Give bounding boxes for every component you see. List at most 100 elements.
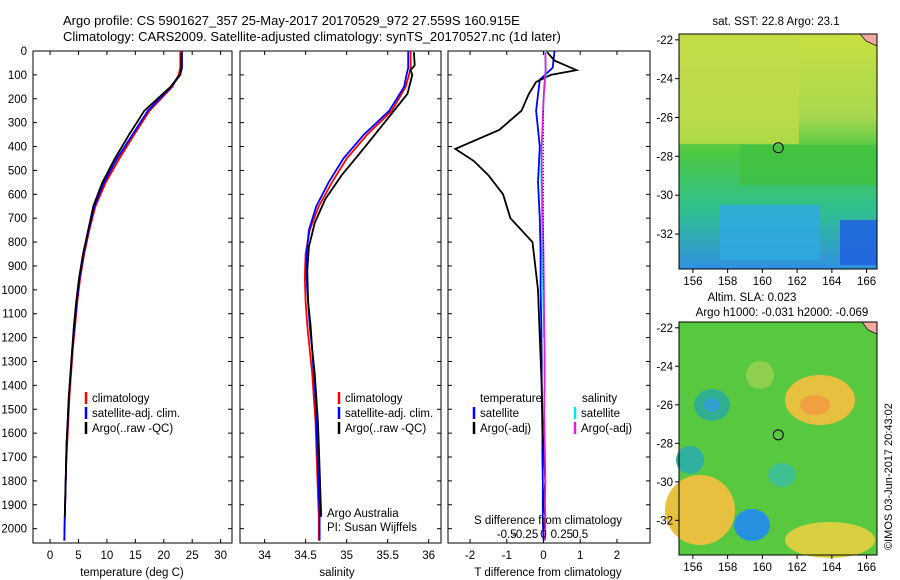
depth-tick-label: 500 — [8, 165, 27, 177]
x-tick-label: 0 — [540, 550, 546, 562]
map-y-tick-label: -28 — [656, 151, 673, 163]
series-line — [540, 52, 547, 541]
depth-tick-label: 900 — [8, 261, 27, 273]
salinity-panel-frame — [239, 50, 442, 544]
map-y-tick-label: -24 — [656, 361, 673, 373]
x-tick-label: -1 — [502, 550, 512, 562]
argo-position-marker-icon — [772, 142, 784, 154]
series-line — [63, 52, 183, 517]
depth-tick-label: 600 — [8, 189, 27, 201]
legend-label-t-satellite: satellite — [480, 408, 519, 420]
temperature-plot: 0 5 10 15 20 25 30 — [47, 51, 227, 562]
x-tick-label: 2 — [614, 550, 620, 562]
watermark: ©IMOS 03-Jun-2017 20:43:02 — [883, 403, 895, 550]
map-x-tick-label: 156 — [683, 562, 702, 574]
s-tick-label: 0.5 — [572, 529, 588, 541]
depth-tick-label: 1700 — [1, 452, 27, 464]
salinity-legend: climatology satellite-adj. clim. Argo(..… — [327, 392, 433, 534]
map-x-tick-label: 158 — [718, 276, 737, 288]
sst-map-title: sat. SST: 22.8 Argo: 23.1 — [712, 16, 839, 28]
x-tick-label: 34 — [258, 550, 271, 562]
temperature-legend: climatology satellite-adj. clim. Argo(..… — [84, 392, 180, 435]
depth-tick-label: 400 — [8, 142, 27, 154]
map-y-tick-label: -22 — [656, 323, 673, 335]
x-tick-label: 35.5 — [376, 550, 398, 562]
legend-label-argo: Argo(..raw -QC) — [345, 423, 426, 435]
sla-map-frame — [678, 321, 878, 556]
sla-map-axes: 156 158 160 162 164 166 -22 -24 -26 -28 -30 -32 — [656, 323, 876, 574]
depth-tick-label: 2000 — [1, 524, 27, 536]
map-x-tick-label: 162 — [788, 276, 807, 288]
s-tick-label: -0.25 — [512, 529, 538, 541]
legend-label-s-argo: Argo(-adj) — [581, 423, 632, 435]
series-line — [303, 51, 412, 541]
map-x-tick-label: 162 — [788, 562, 807, 574]
x-tick-label: 10 — [101, 550, 114, 562]
temperature-panel-frame — [32, 50, 233, 544]
sla-low-west-core — [704, 398, 720, 412]
depth-tick-label: 1500 — [1, 404, 27, 416]
argo-position-marker-icon — [772, 429, 784, 441]
sla-low-centre — [734, 509, 770, 541]
map-y-tick-label: -30 — [656, 477, 673, 489]
sst-cool-patch-east — [840, 220, 877, 265]
map-x-tick-label: 164 — [822, 276, 842, 288]
map-x-tick-label: 158 — [718, 562, 737, 574]
map-y-tick-label: -32 — [656, 515, 673, 527]
difference-panel-frame — [447, 50, 651, 544]
figure-title-line2: Climatology: CARS2009. Satellite-adjuste… — [63, 29, 561, 44]
map-x-tick-label: 156 — [683, 276, 702, 288]
depth-tick-label: 300 — [8, 118, 27, 130]
legend-header-temperature: temperature — [480, 393, 542, 405]
depth-tick-label: 1300 — [1, 356, 27, 368]
difference-xlabel: T difference from climatology — [474, 567, 621, 579]
x-tick-label: 30 — [214, 550, 227, 562]
salinity-xlabel: salinity — [319, 567, 354, 579]
sst-warm-patch — [679, 34, 799, 144]
difference-legend: temperature salinity satellite Argo(-adj… — [472, 393, 632, 435]
depth-tick-label: 1400 — [1, 380, 27, 392]
difference-xlabel-top: S difference from climatology — [474, 515, 622, 527]
legend-label-argo: Argo(..raw -QC) — [92, 423, 173, 435]
map-y-tick-label: -26 — [656, 113, 673, 125]
sst-cool-patch — [720, 205, 820, 260]
map-x-tick-label: 160 — [753, 562, 772, 574]
series-line — [63, 51, 183, 541]
sla-high-core — [800, 395, 830, 415]
series-line — [535, 50, 556, 541]
legend-label-satellite: satellite-adj. clim. — [92, 408, 180, 420]
x-tick-label: 20 — [157, 550, 170, 562]
map-x-tick-label: 164 — [822, 562, 842, 574]
map-x-tick-label: 166 — [857, 276, 876, 288]
series-line — [305, 51, 410, 541]
depth-tick-label: 0 — [21, 46, 27, 58]
sst-green-band — [740, 145, 877, 185]
depth-tick-label: 1600 — [1, 428, 27, 440]
x-tick-label: -2 — [465, 550, 475, 562]
s-tick-label: 0.25 — [551, 529, 573, 541]
salinity-plot: 34 34.5 35 35.5 36 — [258, 51, 435, 562]
x-tick-label: 0 — [47, 550, 53, 562]
sla-map-title: Altim. SLA: 0.023 — [708, 292, 797, 304]
x-tick-label: 15 — [129, 550, 142, 562]
sla-high-east — [785, 522, 875, 558]
depth-tick-label: 200 — [8, 94, 27, 106]
depth-tick-label: 800 — [8, 237, 27, 249]
series-line — [306, 52, 416, 517]
legend-label-climatology: climatology — [345, 393, 403, 405]
legend-label-t-argo: Argo(-adj) — [480, 423, 531, 435]
sst-map — [678, 33, 878, 270]
map-x-tick-label: 160 — [753, 276, 772, 288]
sla-high-south — [665, 475, 735, 545]
map-y-tick-label: -32 — [656, 229, 673, 241]
x-tick-label: 36 — [422, 550, 435, 562]
annotation-line1: Argo Australia — [327, 508, 399, 520]
legend-header-salinity: salinity — [582, 393, 617, 405]
figure-title-line1: Argo profile: CS 5901627_357 25-May-2017… — [63, 13, 520, 28]
sst-map-axes: 156 158 160 162 164 166 -22 -24 -26 -28 -30 -32 — [656, 35, 876, 288]
depth-tick-label: 700 — [8, 213, 27, 225]
depth-axis: 0 100 200 300 400 500 600 700 800 900 1000 1100 1200… — [1, 46, 650, 536]
difference-plot: -2 -1 0 1 2 -0.5-0.25 0 0.25 0.5 — [453, 50, 620, 562]
map-y-tick-label: -28 — [656, 438, 673, 450]
map-x-tick-label: 166 — [857, 562, 876, 574]
